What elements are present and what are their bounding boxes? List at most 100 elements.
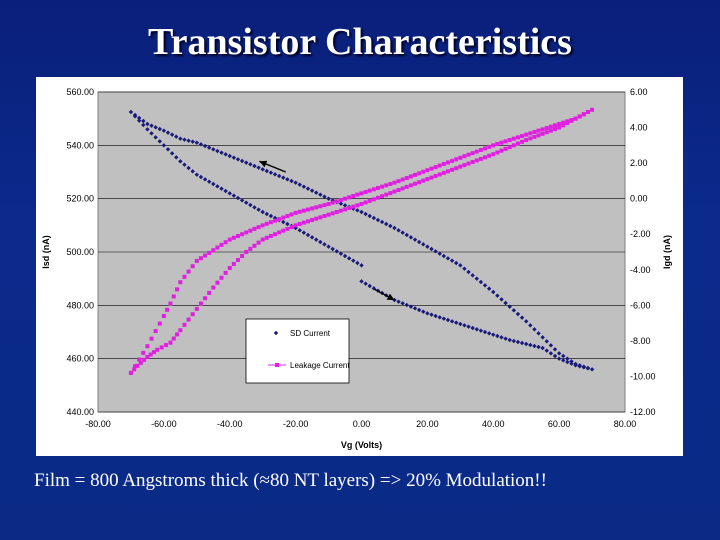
leakage-current-point bbox=[553, 127, 558, 132]
sd-current-point bbox=[441, 316, 447, 321]
leakage-current-point bbox=[135, 363, 140, 368]
sd-current-point bbox=[235, 157, 241, 162]
sd-current-point bbox=[318, 239, 323, 245]
leakage-current-point bbox=[155, 347, 160, 352]
sd-current-point bbox=[206, 179, 212, 184]
leakage-current-point bbox=[244, 230, 249, 235]
leakage-current-point bbox=[310, 206, 315, 211]
leakage-current-point bbox=[507, 138, 512, 142]
leakage-current-point bbox=[248, 228, 253, 233]
sd-current-point bbox=[445, 256, 451, 261]
sd-current-point bbox=[408, 235, 414, 240]
leakage-current-point bbox=[478, 156, 483, 161]
leakage-current-point bbox=[413, 181, 418, 186]
leakage-current-point bbox=[248, 246, 253, 251]
sd-current-point bbox=[355, 208, 360, 213]
leakage-current-point bbox=[532, 134, 537, 139]
y-tick-label: 500.00 bbox=[66, 247, 94, 257]
sd-current-point bbox=[523, 319, 529, 324]
leakage-current-point bbox=[318, 215, 323, 220]
leakage-current-point bbox=[297, 222, 302, 226]
sd-current-point bbox=[400, 301, 405, 306]
legend-swatch bbox=[273, 330, 279, 336]
leakage-current-point bbox=[569, 118, 574, 122]
leakage-current-point bbox=[310, 218, 315, 222]
leakage-current-point bbox=[182, 322, 187, 327]
leakage-current-point bbox=[145, 344, 150, 349]
x-tick-label: -80.00 bbox=[85, 419, 111, 429]
sd-current-point bbox=[202, 143, 208, 149]
sd-current-point bbox=[561, 358, 566, 363]
leakage-current-point bbox=[487, 144, 492, 149]
sd-current-point bbox=[515, 339, 521, 345]
leakage-current-point bbox=[540, 131, 545, 136]
leakage-current-point bbox=[145, 354, 150, 359]
sd-current-point bbox=[211, 147, 216, 152]
leakage-current-point bbox=[404, 176, 409, 180]
sd-current-point bbox=[470, 325, 475, 331]
leakage-current-point bbox=[168, 301, 173, 306]
sd-current-point bbox=[149, 131, 154, 136]
sd-current-point bbox=[404, 302, 409, 308]
leakage-current-point bbox=[528, 131, 533, 136]
sd-current-point bbox=[412, 306, 418, 311]
sd-current-point bbox=[186, 138, 191, 143]
leakage-current-point bbox=[334, 210, 339, 214]
leakage-current-point bbox=[260, 223, 265, 228]
leakage-current-point bbox=[273, 232, 278, 237]
sd-current-point bbox=[301, 184, 307, 189]
leakage-current-point bbox=[161, 314, 166, 318]
sd-current-point bbox=[503, 336, 508, 341]
sd-current-point bbox=[355, 260, 360, 266]
sweep-arrowhead bbox=[386, 293, 395, 300]
sd-current-point bbox=[532, 327, 537, 332]
leakage-current-point bbox=[573, 116, 578, 121]
leakage-current-point bbox=[355, 203, 360, 208]
sd-current-point bbox=[495, 333, 500, 339]
sd-current-point bbox=[552, 347, 558, 352]
sd-current-point bbox=[314, 237, 319, 242]
leakage-current-point bbox=[171, 336, 176, 341]
leakage-current-point bbox=[314, 216, 319, 221]
leakage-current-point bbox=[491, 143, 496, 148]
leakage-current-point bbox=[264, 221, 269, 226]
leakage-current-point bbox=[178, 280, 183, 285]
sd-current-point bbox=[449, 258, 455, 263]
leakage-current-point bbox=[260, 237, 265, 242]
leakage-current-point bbox=[536, 128, 541, 133]
leakage-current-point bbox=[511, 136, 516, 141]
sd-current-point bbox=[573, 361, 578, 367]
sd-current-point bbox=[297, 228, 302, 233]
sd-current-point bbox=[466, 269, 471, 275]
leakage-current-point bbox=[421, 169, 426, 174]
leakage-current-point bbox=[367, 198, 372, 203]
leakage-current-point bbox=[211, 285, 216, 290]
sd-current-point bbox=[211, 181, 216, 187]
y-axis-label: Isd (nA) bbox=[41, 235, 51, 269]
sd-current-point bbox=[474, 276, 479, 281]
leakage-current-point bbox=[561, 120, 566, 125]
sd-current-point bbox=[309, 235, 315, 240]
sd-current-point bbox=[198, 174, 204, 180]
leakage-current-point bbox=[466, 152, 471, 157]
leakage-current-point bbox=[281, 228, 286, 233]
leakage-current-point bbox=[326, 212, 331, 217]
leakage-current-point bbox=[561, 123, 566, 128]
leakage-current-point bbox=[219, 242, 224, 247]
sd-current-point bbox=[453, 320, 459, 325]
leakage-current-point bbox=[355, 192, 360, 197]
leakage-current-point bbox=[499, 148, 504, 153]
leakage-current-point bbox=[359, 191, 364, 196]
sd-current-point bbox=[359, 263, 364, 268]
leakage-current-point bbox=[326, 202, 331, 206]
leakage-current-point bbox=[149, 336, 154, 341]
leakage-current-point bbox=[462, 163, 467, 168]
leakage-current-point bbox=[474, 149, 479, 154]
sd-current-point bbox=[379, 219, 385, 225]
leakage-current-point bbox=[454, 157, 459, 162]
sd-current-point bbox=[569, 361, 574, 366]
leakage-current-point bbox=[441, 162, 446, 166]
leakage-current-point bbox=[157, 321, 162, 326]
leakage-current-point bbox=[175, 332, 180, 337]
leakage-current-point bbox=[137, 357, 142, 362]
